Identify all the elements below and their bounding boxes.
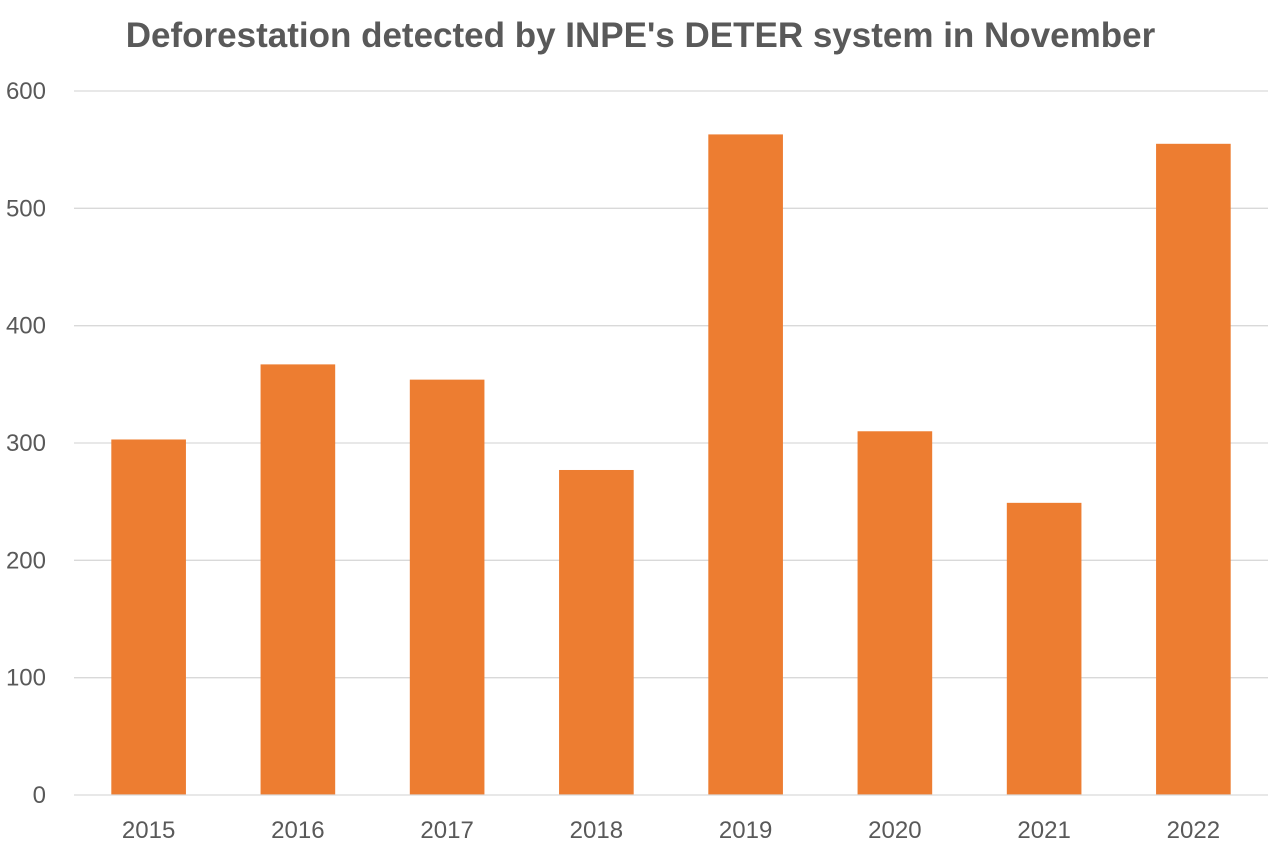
bar-2017 [409, 379, 485, 795]
y-tick-label: 0 [33, 782, 46, 809]
x-axis-tick-labels: 2015 2016 2017 2018 2019 2020 2021 2022 [122, 817, 1220, 844]
y-tick-label: 300 [6, 430, 46, 457]
x-tick-label: 2016 [271, 817, 324, 844]
x-tick-label: 2015 [122, 817, 175, 844]
y-tick-label: 600 [6, 78, 46, 105]
y-axis-tick-labels: 0 100 200 300 400 500 600 [6, 78, 46, 809]
bar-2016 [260, 364, 336, 795]
gridlines [74, 90, 1268, 679]
y-tick-label: 200 [6, 547, 46, 574]
y-tick-label: 400 [6, 313, 46, 340]
bars [111, 134, 1231, 796]
x-tick-label: 2019 [719, 817, 772, 844]
bar-2020 [857, 431, 933, 795]
x-tick-label: 2017 [420, 817, 473, 844]
bar-2018 [559, 469, 634, 795]
y-tick-label: 500 [6, 195, 46, 222]
x-tick-label: 2020 [868, 817, 921, 844]
chart-title: Deforestation detected by INPE's DETER s… [125, 16, 1156, 55]
y-tick-label: 100 [6, 665, 46, 692]
x-tick-label: 2021 [1017, 817, 1070, 844]
bar-2015 [111, 439, 186, 795]
bar-2022 [1156, 143, 1231, 796]
x-tick-label: 2018 [570, 817, 623, 844]
x-tick-label: 2022 [1167, 817, 1220, 844]
bar-2019 [708, 134, 783, 795]
bar-2021 [1006, 502, 1082, 795]
